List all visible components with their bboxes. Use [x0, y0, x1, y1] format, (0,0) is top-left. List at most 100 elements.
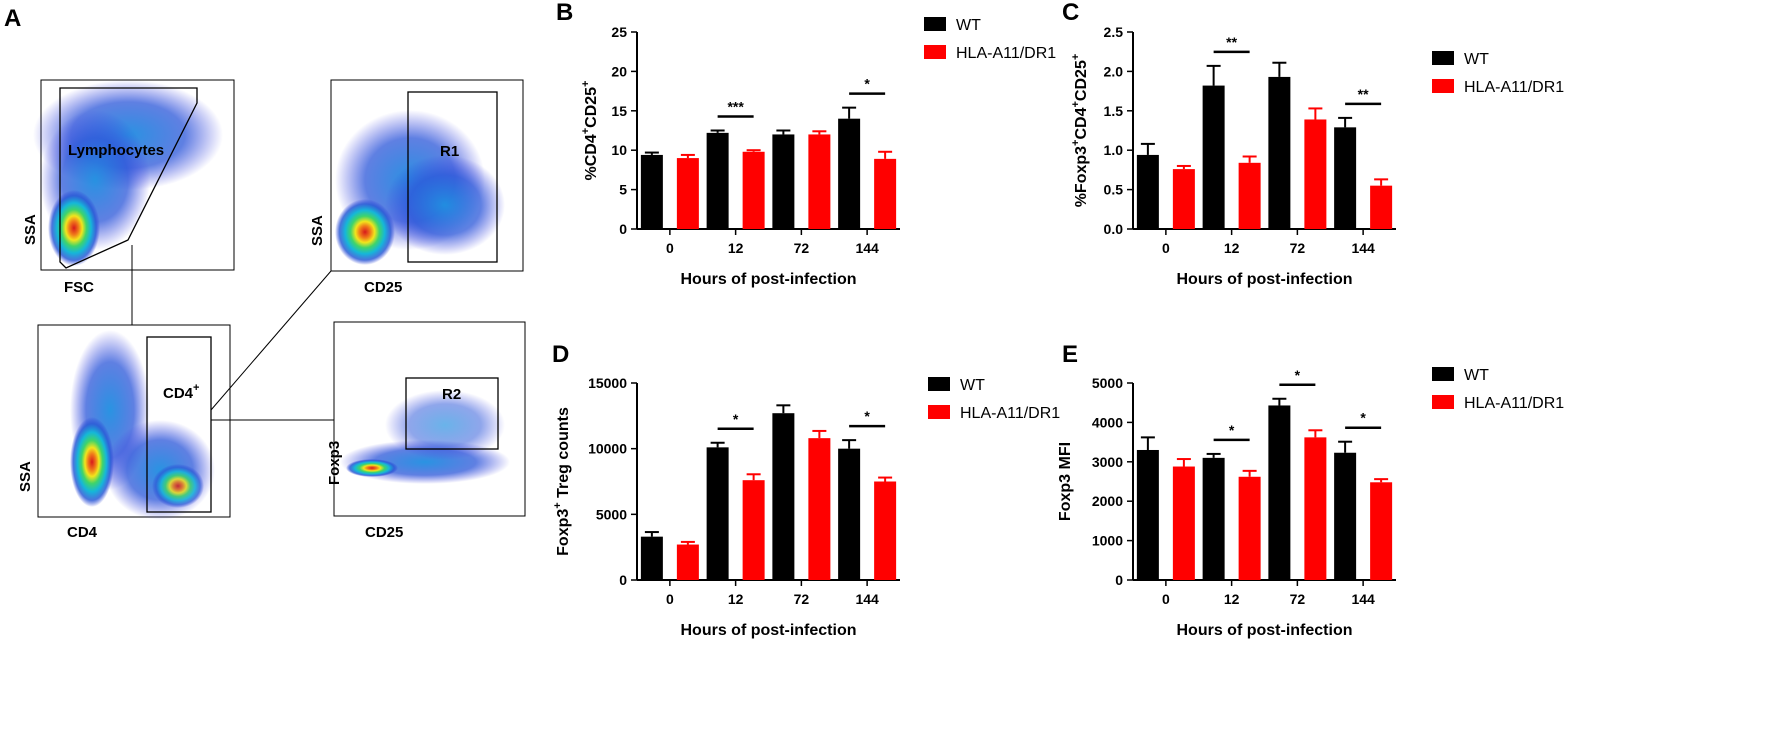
x-tick-label: 0: [1162, 240, 1170, 256]
x-tick-label: 12: [1224, 591, 1240, 607]
y-tick-label: 0.0: [1104, 221, 1124, 237]
x-tick-label: 12: [1224, 240, 1240, 256]
bar-hla-a11-dr1: [676, 544, 699, 580]
y-axis-title-part: Foxp3: [555, 509, 572, 556]
bar-wt: [1202, 457, 1225, 580]
bar-wt: [772, 134, 795, 229]
y-tick-label: 5000: [596, 506, 627, 522]
bar-hla-a11-dr1: [1370, 482, 1393, 580]
panel-letter-e: E: [1062, 341, 1078, 368]
y-axis-title: Foxp3 MFI: [1057, 442, 1074, 521]
panel-letter-d: D: [552, 341, 569, 368]
bar-wt: [706, 132, 729, 229]
y-tick-label: 10000: [588, 441, 627, 457]
significance-stars: *: [1295, 367, 1301, 383]
panel-letter-c: C: [1062, 0, 1079, 26]
y-axis-label-foxp3: Foxp3: [326, 441, 343, 485]
significance-stars: *: [1229, 422, 1235, 438]
legend-label-hla-a11-dr1: HLA-A11/DR1: [956, 45, 1056, 62]
bar-hla-a11-dr1: [874, 158, 897, 229]
density-hotspot: [346, 459, 398, 477]
gate-cd4: [146, 336, 212, 513]
y-axis-title-superscript: +: [1070, 101, 1082, 107]
gating-connectors: [131, 245, 334, 421]
legend-swatch-wt: [928, 377, 950, 391]
y-axis-title-superscript: +: [580, 128, 592, 134]
legend-label-wt: WT: [956, 17, 981, 34]
legend-label-hla-a11-dr1: HLA-A11/DR1: [1464, 79, 1564, 96]
legend-swatch-wt: [1432, 51, 1454, 65]
x-axis-title: Hours of post-infection: [1177, 271, 1353, 288]
bar-hla-a11-dr1: [1172, 169, 1195, 229]
legend-label-wt: WT: [960, 377, 985, 394]
y-tick-label: 1.5: [1104, 103, 1124, 119]
legend-label-wt: WT: [1464, 51, 1489, 68]
y-axis-title-part: Treg counts: [555, 407, 572, 502]
bar-wt: [1202, 85, 1225, 229]
y-axis-label-ssa: SSA: [309, 215, 326, 246]
legend-label-hla-a11-dr1: HLA-A11/DR1: [1464, 395, 1564, 412]
y-tick-label: 1000: [1092, 533, 1123, 549]
x-tick-label: 12: [728, 591, 744, 607]
y-tick-label: 0: [1115, 572, 1123, 588]
legend-swatch-wt: [924, 17, 946, 31]
gate-label-lymphocytes: Lymphocytes: [68, 142, 164, 159]
y-axis-title-superscript: +: [580, 80, 592, 86]
legend-label-hla-a11-dr1: HLA-A11/DR1: [960, 405, 1060, 422]
x-axis-title: Hours of post-infection: [1177, 622, 1353, 639]
significance-stars: *: [733, 411, 739, 427]
panel-letter-a: A: [4, 5, 21, 32]
x-axis-label-cd25: CD25: [365, 524, 403, 541]
y-axis-label-ssa: SSA: [22, 214, 39, 245]
density-cloud: [385, 155, 505, 255]
x-tick-label: 72: [794, 240, 810, 256]
density-hotspot: [335, 199, 395, 265]
y-tick-label: 2.0: [1104, 63, 1124, 79]
x-tick-label: 72: [1290, 240, 1306, 256]
x-tick-label: 144: [1351, 240, 1375, 256]
x-axis-label-cd25: CD25: [364, 279, 402, 296]
y-axis-title: %CD4+CD25+: [580, 80, 600, 180]
bar-hla-a11-dr1: [742, 151, 765, 229]
gate-label-r1: R1: [440, 143, 459, 160]
gate-r2: [405, 377, 499, 450]
bar-wt: [772, 413, 795, 580]
significance-stars: **: [1226, 34, 1237, 50]
bar-wt: [1136, 154, 1159, 229]
x-tick-label: 0: [666, 240, 674, 256]
significance-stars: *: [864, 408, 870, 424]
legend-swatch-hla-a11-dr1: [928, 405, 950, 419]
bar-hla-a11-dr1: [808, 134, 831, 229]
y-tick-label: 5000: [1092, 375, 1123, 391]
panel-a: A Lymphocytes SSA FSC R1 SSA CD25: [4, 5, 526, 541]
bar-wt: [640, 536, 663, 580]
y-tick-label: 10: [611, 142, 627, 158]
bar-wt: [838, 118, 861, 229]
facs-plot-cd4: CD4+ SSA CD4: [17, 324, 231, 541]
y-tick-label: 2.5: [1104, 24, 1124, 40]
significance-stars: *: [1360, 410, 1366, 426]
connector-line: [210, 270, 332, 411]
bar-hla-a11-dr1: [742, 480, 765, 580]
x-tick-label: 72: [794, 591, 810, 607]
x-tick-label: 144: [1351, 591, 1375, 607]
x-tick-label: 12: [728, 240, 744, 256]
lymphocyte-gate: [59, 87, 198, 269]
gate-r1: [407, 91, 498, 263]
bar-wt: [1136, 449, 1159, 580]
bar-wt: [706, 447, 729, 580]
y-tick-label: 25: [611, 24, 627, 40]
y-axis-title-part: CD25: [583, 87, 600, 128]
x-axis-title: Hours of post-infection: [681, 622, 857, 639]
x-axis-label-cd4: CD4: [67, 524, 98, 541]
y-axis-title-part: %CD4: [583, 134, 600, 180]
legend-label-wt: WT: [1464, 367, 1489, 384]
density-hotspot: [70, 417, 114, 507]
y-axis-title-part: Foxp3 MFI: [1057, 442, 1074, 521]
bar-hla-a11-dr1: [1370, 185, 1393, 229]
facs-plot-lymphocytes: Lymphocytes SSA FSC: [22, 79, 235, 296]
bar-hla-a11-dr1: [874, 481, 897, 580]
y-axis-title: %Foxp3+CD4+CD25+: [1070, 54, 1090, 208]
significance-stars: *: [864, 76, 870, 92]
density-hotspot: [48, 190, 100, 266]
